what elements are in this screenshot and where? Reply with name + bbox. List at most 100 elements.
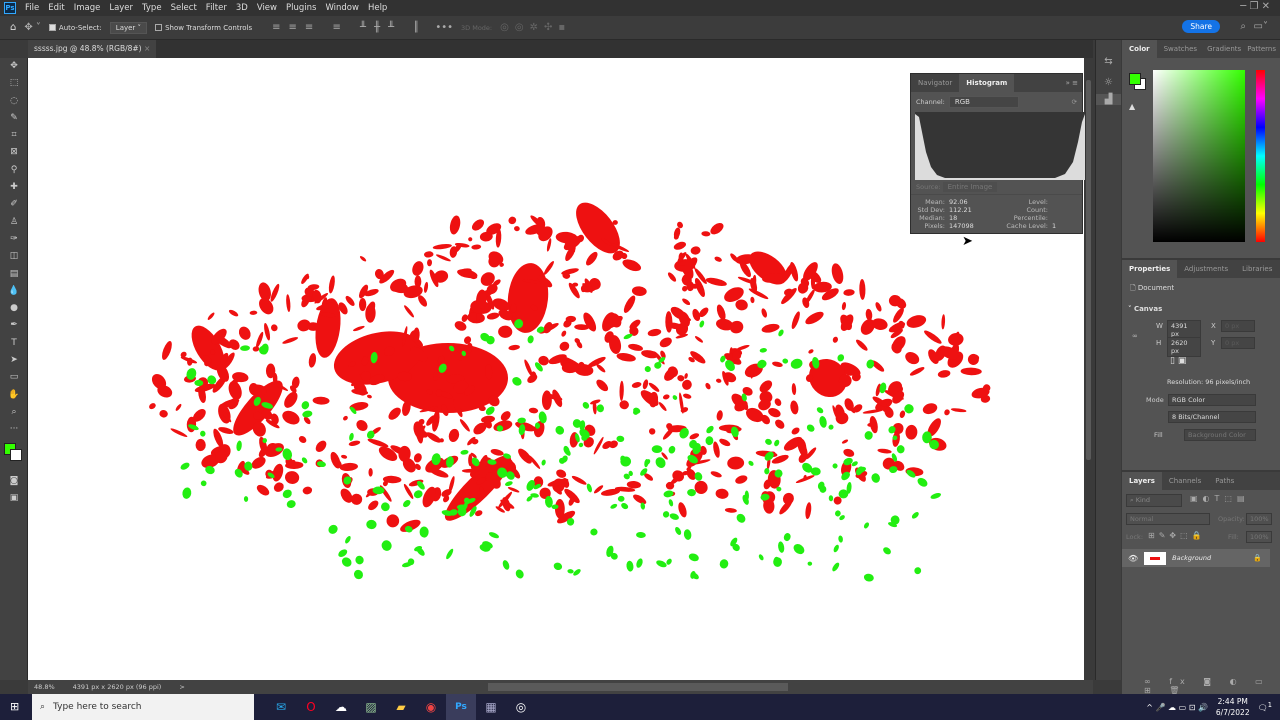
- color-swatches[interactable]: [0, 439, 28, 473]
- layer-kind-filter[interactable]: ⌕ Kind: [1126, 494, 1182, 507]
- obs-icon[interactable]: ◎: [515, 700, 527, 714]
- gradient-tool-icon[interactable]: ▤: [9, 268, 19, 279]
- tab-libraries[interactable]: Libraries: [1242, 265, 1273, 273]
- share-button[interactable]: Share: [1182, 20, 1220, 33]
- eyedropper-tool-icon[interactable]: ⚲: [10, 164, 18, 175]
- layer-action-icons[interactable]: ∞ fx ◙ ◐ ▭ ⊞ 🗑: [1144, 677, 1271, 695]
- menu-type[interactable]: Type: [142, 3, 162, 13]
- move-tool-icon[interactable]: ✥ ˅: [24, 22, 41, 33]
- crop-tool-icon[interactable]: ⌗: [11, 130, 17, 141]
- panel-menu-icon[interactable]: » ≡: [1065, 79, 1078, 87]
- auto-select-checkbox[interactable]: Auto-Select:: [48, 24, 102, 32]
- history-brush-icon[interactable]: ✑: [10, 233, 18, 244]
- tab-swatches[interactable]: Swatches: [1163, 45, 1198, 53]
- opera-icon[interactable]: O: [306, 700, 316, 714]
- history-panel-icon[interactable]: ⇆: [1104, 56, 1113, 67]
- tab-properties[interactable]: Properties: [1122, 260, 1178, 278]
- blur-tool-icon[interactable]: 💧: [8, 285, 20, 296]
- tab-navigator[interactable]: Navigator: [918, 79, 953, 87]
- vertical-scroll-thumb[interactable]: [1086, 80, 1091, 460]
- taskbar-search[interactable]: ⌕ Type here to search: [32, 694, 254, 720]
- height-field[interactable]: 2620 px: [1167, 337, 1201, 357]
- align-icons[interactable]: ≡≡≡ ≡ ╨╫╨ ║: [272, 22, 428, 33]
- tab-channels[interactable]: Channels: [1168, 477, 1202, 485]
- adjustments-panel-icon[interactable]: ☼: [1104, 77, 1113, 88]
- clock[interactable]: 2:44 PM 6/7/2022: [1216, 696, 1250, 718]
- windows-start-icon[interactable]: ⊞: [10, 700, 20, 713]
- menu-plugins[interactable]: Plugins: [285, 3, 317, 13]
- stamp-tool-icon[interactable]: ♙: [9, 216, 19, 227]
- background-color-swatch[interactable]: [10, 448, 22, 461]
- menu-window[interactable]: Window: [325, 3, 359, 13]
- channel-dropdown[interactable]: RGB: [948, 96, 1019, 108]
- search-icon[interactable]: ⌕: [1240, 21, 1246, 32]
- document-tab[interactable]: sssss.jpg @ 48.8% (RGB/8#) ×: [28, 40, 157, 58]
- chrome-icon[interactable]: ◉: [425, 700, 437, 714]
- menu-select[interactable]: Select: [170, 3, 197, 13]
- histogram-panel-icon[interactable]: ▟: [1096, 94, 1121, 105]
- visibility-eye-icon[interactable]: 👁: [1128, 553, 1139, 563]
- tab-paths[interactable]: Paths: [1215, 477, 1235, 485]
- tab-gradients[interactable]: Gradients: [1207, 45, 1242, 53]
- menu-edit[interactable]: Edit: [48, 3, 65, 13]
- tab-layers[interactable]: Layers: [1122, 472, 1162, 490]
- screen-mode-icon[interactable]: ▣: [9, 492, 19, 503]
- dodge-tool-icon[interactable]: ●: [10, 303, 18, 314]
- fill-dropdown[interactable]: Background Color: [1184, 429, 1256, 441]
- path-select-tool-icon[interactable]: ➤: [10, 355, 18, 366]
- link-icon[interactable]: ∞: [1132, 332, 1138, 340]
- tab-patterns[interactable]: Patterns: [1247, 45, 1277, 53]
- canvas-section-header[interactable]: ˅ Canvas: [1128, 305, 1163, 313]
- horizontal-scroll-thumb[interactable]: [488, 683, 788, 691]
- bit-depth-dropdown[interactable]: 8 Bits/Channel: [1168, 411, 1256, 423]
- y-field[interactable]: 0 px: [1221, 337, 1255, 349]
- window-controls-icon[interactable]: ─ ❐ ✕: [1240, 1, 1270, 12]
- auto-select-target-dropdown[interactable]: Layer ˅: [109, 21, 148, 34]
- mode-dropdown[interactable]: RGB Color: [1168, 394, 1256, 406]
- blend-mode-dropdown[interactable]: Normal: [1126, 513, 1210, 525]
- more-tools-icon[interactable]: ···: [9, 424, 19, 435]
- tray-icons[interactable]: ^ 🎤 ☁ ▭ ⊡ 🔊: [1146, 702, 1208, 712]
- rectangle-tool-icon[interactable]: ▭: [9, 372, 19, 383]
- frame-tool-icon[interactable]: ⊠: [10, 147, 18, 158]
- x-field[interactable]: 0 px: [1221, 320, 1255, 332]
- document-canvas[interactable]: [28, 58, 1084, 680]
- brush-tool-icon[interactable]: ✐: [10, 199, 18, 210]
- refresh-icon[interactable]: ⟳: [1071, 98, 1077, 106]
- menu-view[interactable]: View: [256, 3, 277, 13]
- tab-color[interactable]: Color: [1122, 40, 1157, 58]
- lock-icons[interactable]: ⊞✎✥⬚🔒: [1148, 531, 1206, 540]
- layer-name[interactable]: Background: [1172, 554, 1212, 562]
- menu-image[interactable]: Image: [73, 3, 101, 13]
- move-tool-icon[interactable]: ✥: [10, 61, 18, 71]
- menu-layer[interactable]: Layer: [109, 3, 134, 13]
- tab-histogram[interactable]: Histogram: [959, 74, 1015, 92]
- notifications-icon[interactable]: 🗨1: [1257, 701, 1272, 713]
- foreground-color-chip[interactable]: [1129, 73, 1141, 85]
- source-dropdown[interactable]: Entire Image: [942, 182, 998, 192]
- home-icon[interactable]: ⌂: [10, 22, 17, 33]
- menu-filter[interactable]: Filter: [205, 3, 227, 13]
- more-options-button[interactable]: •••: [435, 22, 454, 33]
- opacity-field[interactable]: 100%: [1246, 513, 1272, 525]
- hue-slider[interactable]: [1256, 70, 1265, 242]
- fill-opacity-field[interactable]: 100%: [1246, 531, 1272, 543]
- zoom-tool-icon[interactable]: ⌕: [11, 406, 17, 417]
- pen-tool-icon[interactable]: ✒: [10, 320, 18, 331]
- marquee-tool-icon[interactable]: ⬚: [9, 78, 19, 89]
- status-menu-arrow[interactable]: >: [179, 683, 185, 691]
- menu-file[interactable]: File: [25, 3, 40, 13]
- eraser-tool-icon[interactable]: ◫: [9, 251, 19, 262]
- show-transform-controls-checkbox[interactable]: Show Transform Controls: [155, 24, 252, 32]
- quick-mask-icon[interactable]: ◙: [9, 475, 19, 486]
- cloud-app-icon[interactable]: ☁: [335, 700, 347, 714]
- color-field[interactable]: [1153, 70, 1245, 242]
- layer-row-background[interactable]: 👁 Background 🔒: [1122, 549, 1270, 567]
- zoom-level[interactable]: 48.8%: [34, 683, 55, 691]
- type-tool-icon[interactable]: T: [11, 337, 17, 348]
- close-tab-icon[interactable]: ×: [144, 44, 151, 53]
- calculator-icon[interactable]: ▦: [485, 700, 497, 714]
- menu-3d[interactable]: 3D: [235, 3, 248, 13]
- quick-select-tool-icon[interactable]: ✎: [10, 112, 18, 123]
- layer-filter-icons[interactable]: ▣◐T⬚▤: [1190, 494, 1250, 503]
